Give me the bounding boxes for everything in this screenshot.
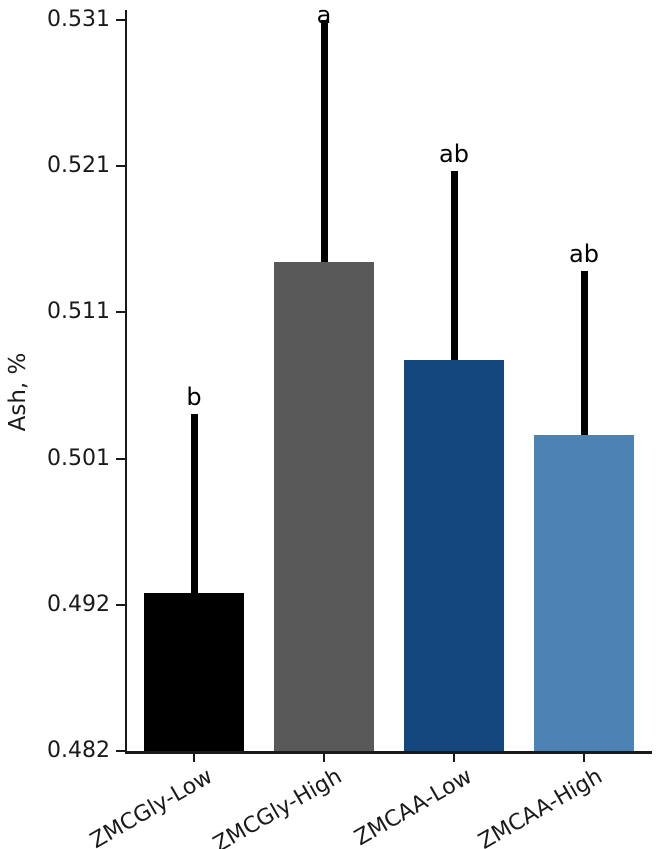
error-bar — [191, 413, 198, 593]
error-bar — [321, 20, 328, 262]
x-tick-label: ZMCGly-High — [209, 764, 347, 849]
y-tick-label: 0.531 — [47, 7, 110, 32]
x-tick-mark — [323, 754, 325, 762]
significance-letter: a — [316, 1, 332, 29]
y-tick-mark — [116, 457, 125, 460]
bar-zmcaa-low — [404, 360, 504, 751]
x-tick-label: ZMCAA-High — [474, 764, 607, 849]
significance-letter: ab — [439, 139, 469, 168]
y-tick-label: 0.521 — [47, 153, 110, 179]
x-tick-mark — [583, 754, 585, 762]
y-tick-mark — [116, 750, 125, 752]
y-tick-label: 0.501 — [47, 445, 110, 471]
y-tick-mark — [116, 165, 125, 168]
y-tick-mark — [116, 311, 125, 314]
y-axis-title: Ash, % — [5, 352, 31, 432]
y-tick-mark — [116, 603, 125, 606]
y-tick-label: 0.511 — [47, 299, 110, 325]
significance-letter: b — [186, 382, 202, 411]
y-tick-label: 0.492 — [47, 591, 110, 617]
y-tick-label: 0.482 — [47, 738, 110, 763]
error-bar — [581, 270, 588, 435]
significance-letter: ab — [569, 239, 599, 268]
y-tick-mark — [116, 19, 125, 21]
x-tick-label: ZMCAA-Low — [350, 764, 477, 849]
y-axis-line — [125, 10, 127, 754]
bar-zmcgly-low — [144, 592, 244, 751]
bar-zmcaa-high — [534, 434, 634, 751]
bar-zmcgly-high — [274, 261, 374, 751]
error-bar — [451, 170, 458, 361]
x-tick-mark — [453, 754, 455, 762]
x-tick-label: ZMCGly-Low — [85, 764, 217, 849]
x-tick-mark — [193, 754, 195, 762]
x-axis-line — [125, 751, 652, 754]
